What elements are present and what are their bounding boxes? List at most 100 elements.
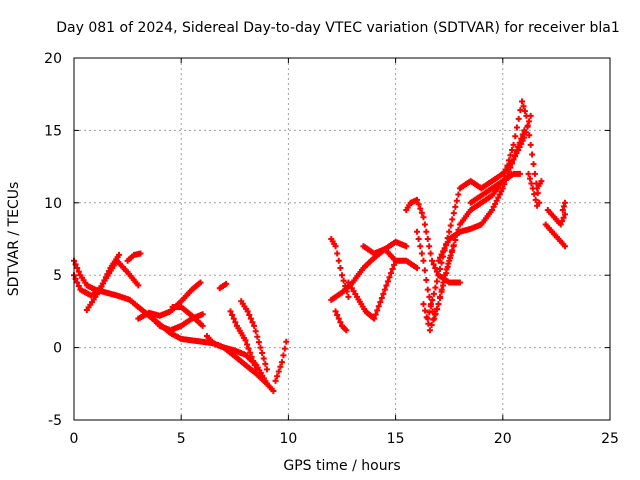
data-point bbox=[426, 309, 433, 316]
data-point bbox=[510, 156, 517, 163]
data-point bbox=[251, 322, 258, 329]
data-point bbox=[420, 214, 427, 221]
series-track-a bbox=[71, 257, 270, 387]
data-point bbox=[332, 308, 339, 315]
data-point bbox=[254, 333, 261, 340]
data-point bbox=[137, 250, 144, 257]
data-point bbox=[389, 265, 396, 272]
data-point bbox=[423, 314, 430, 321]
data-point bbox=[452, 203, 459, 210]
chart-title: Day 081 of 2024, Sidereal Day-to-day VTE… bbox=[56, 20, 619, 36]
data-point bbox=[526, 175, 533, 182]
data-point bbox=[270, 388, 277, 395]
series-track-w bbox=[467, 170, 523, 206]
data-point bbox=[492, 200, 499, 207]
data-point bbox=[526, 118, 533, 125]
data-point bbox=[259, 350, 266, 357]
data-point bbox=[74, 279, 81, 286]
data-point bbox=[378, 294, 385, 301]
data-point bbox=[531, 170, 538, 177]
series-track-d bbox=[124, 250, 144, 264]
series-track-ab bbox=[542, 221, 568, 250]
data-point bbox=[516, 139, 523, 146]
data-point bbox=[438, 288, 445, 295]
data-point bbox=[438, 259, 445, 266]
series-track-u bbox=[420, 98, 526, 334]
data-point bbox=[560, 214, 567, 221]
y-tick-label: -5 bbox=[48, 413, 62, 429]
x-tick-label: 10 bbox=[279, 431, 297, 447]
series-track-t bbox=[424, 112, 534, 322]
y-axis-label: SDTVAR / TECUs bbox=[6, 182, 22, 297]
data-point bbox=[534, 202, 541, 209]
data-point bbox=[557, 221, 564, 228]
data-point bbox=[432, 284, 439, 291]
data-point bbox=[335, 315, 342, 322]
data-point bbox=[371, 315, 378, 322]
data-point bbox=[532, 196, 539, 203]
data-point bbox=[418, 250, 425, 257]
data-point bbox=[528, 180, 535, 187]
data-point bbox=[521, 127, 528, 134]
data-point bbox=[496, 191, 503, 198]
x-tick-label: 20 bbox=[494, 431, 512, 447]
data-point bbox=[520, 103, 527, 110]
data-point bbox=[242, 337, 249, 344]
data-point bbox=[380, 290, 387, 297]
data-point bbox=[493, 197, 500, 204]
series-track-p bbox=[345, 257, 399, 322]
data-point bbox=[561, 243, 568, 250]
data-point bbox=[232, 319, 239, 326]
data-point bbox=[420, 301, 427, 308]
data-point bbox=[440, 282, 447, 289]
data-point bbox=[437, 254, 444, 261]
data-point bbox=[421, 267, 428, 274]
x-tick-label: 0 bbox=[70, 431, 79, 447]
data-point bbox=[388, 270, 395, 277]
data-point bbox=[343, 327, 350, 334]
data-point bbox=[429, 297, 436, 304]
plot-frame bbox=[73, 57, 611, 421]
data-point bbox=[249, 319, 256, 326]
data-point bbox=[430, 316, 437, 323]
data-point bbox=[332, 243, 339, 250]
data-point bbox=[508, 147, 515, 154]
series-track-j bbox=[227, 308, 260, 373]
data-point bbox=[452, 237, 459, 244]
data-point bbox=[499, 185, 506, 192]
data-point bbox=[430, 261, 437, 268]
data-point bbox=[403, 243, 410, 250]
data-point bbox=[418, 209, 425, 216]
data-point bbox=[423, 277, 430, 284]
data-point bbox=[502, 167, 509, 174]
data-point bbox=[453, 197, 460, 204]
data-point bbox=[255, 339, 262, 346]
data-point bbox=[446, 228, 453, 235]
data-point bbox=[432, 311, 439, 318]
data-point bbox=[372, 311, 379, 318]
data-point bbox=[426, 243, 433, 250]
data-point bbox=[334, 250, 341, 257]
data-point bbox=[504, 162, 511, 169]
data-point bbox=[281, 345, 288, 352]
data-point bbox=[414, 264, 421, 271]
data-point bbox=[456, 279, 463, 286]
data-point bbox=[429, 257, 436, 264]
data-point bbox=[525, 170, 532, 177]
data-point bbox=[559, 207, 566, 214]
data-point bbox=[443, 242, 450, 249]
data-point bbox=[386, 274, 393, 281]
data-point bbox=[523, 112, 530, 119]
data-point bbox=[374, 307, 381, 314]
data-point bbox=[446, 257, 453, 264]
data-point bbox=[437, 294, 444, 301]
data-point bbox=[527, 141, 534, 148]
data-point bbox=[495, 194, 502, 201]
data-point bbox=[384, 278, 391, 285]
data-point bbox=[424, 236, 431, 242]
data-point bbox=[248, 353, 255, 360]
data-point bbox=[414, 196, 421, 203]
data-point bbox=[435, 272, 442, 279]
data-point bbox=[244, 341, 251, 348]
data-point bbox=[521, 134, 528, 141]
